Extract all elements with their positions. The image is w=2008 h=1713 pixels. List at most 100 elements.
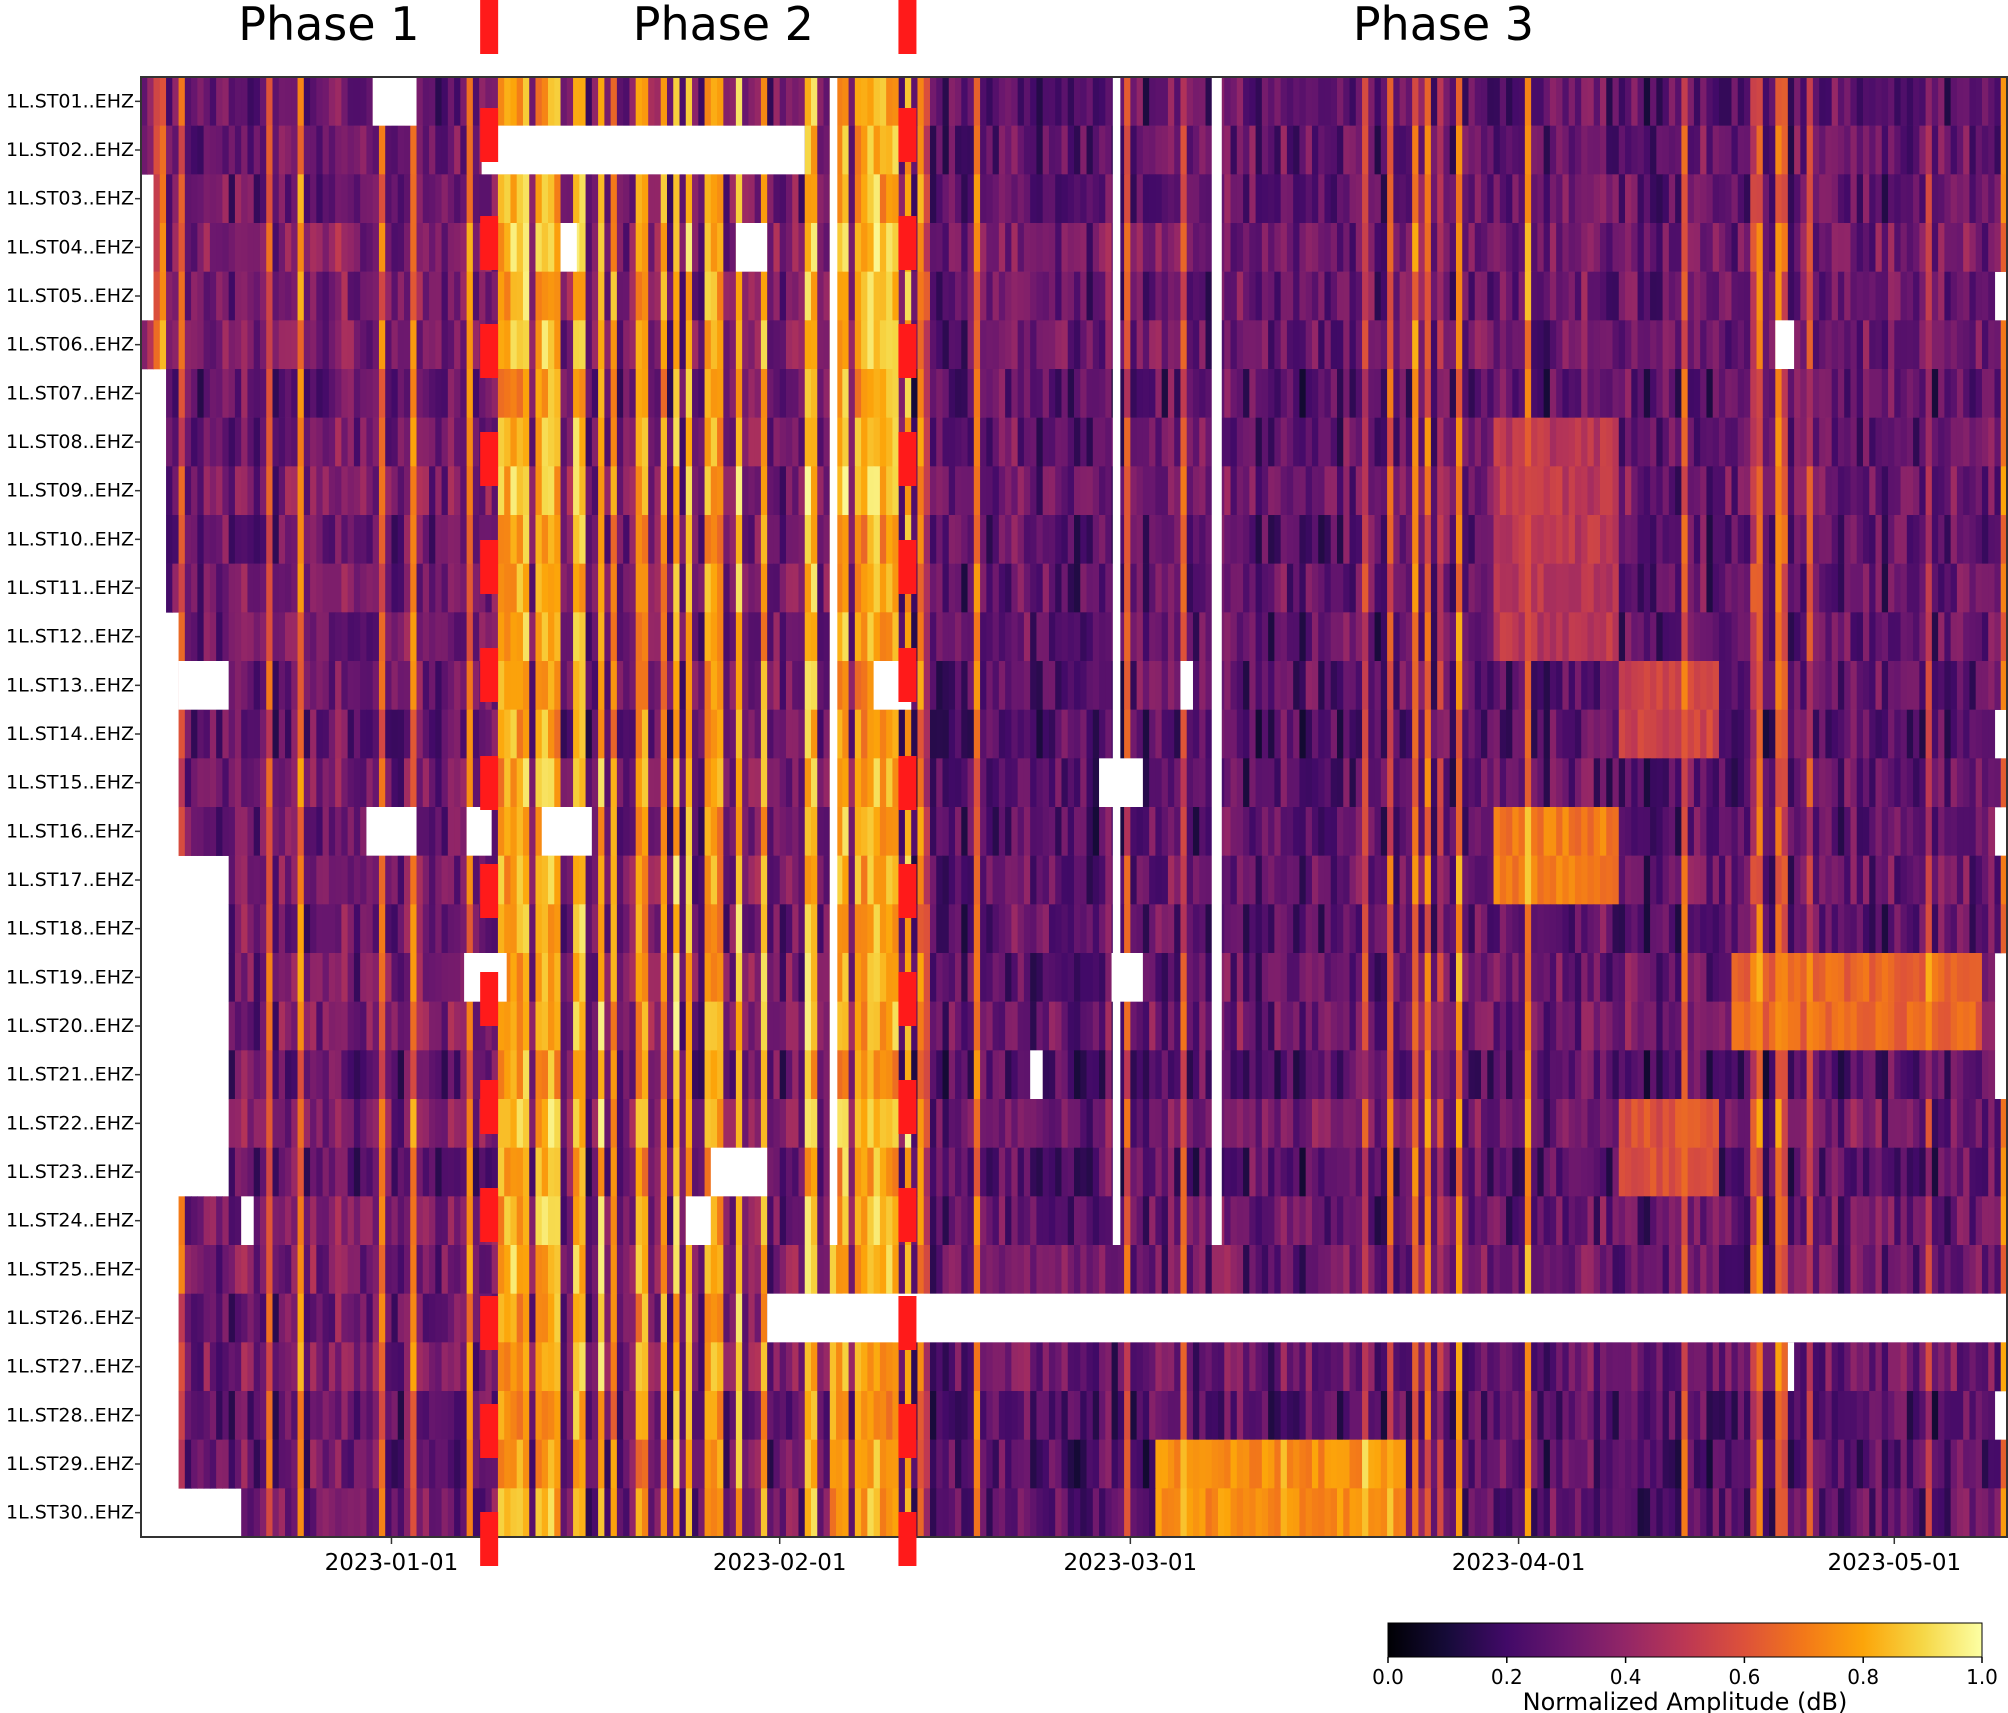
heatmap-cell — [654, 515, 662, 564]
heatmap-cell — [1568, 855, 1576, 905]
heatmap-cell — [1055, 855, 1063, 905]
heatmap-cell — [322, 271, 330, 321]
heatmap-cell — [1975, 661, 1983, 710]
heatmap-cell — [1524, 612, 1532, 662]
heatmap-cell — [616, 271, 624, 321]
heatmap-cell — [723, 563, 731, 613]
heatmap-cell — [867, 466, 875, 516]
heatmap-cell — [291, 661, 299, 710]
heatmap-cell — [1681, 758, 1689, 808]
heatmap-cell — [1330, 125, 1338, 175]
heatmap-cell — [1518, 661, 1526, 710]
heatmap-cell — [1512, 709, 1520, 759]
heatmap-cell — [1969, 271, 1977, 321]
heatmap-cell — [873, 125, 881, 175]
heatmap-cell — [1374, 125, 1382, 175]
heatmap-cell — [704, 77, 712, 126]
heatmap-cell — [1568, 515, 1576, 564]
heatmap-cell — [403, 855, 411, 905]
heatmap-cell — [1418, 77, 1426, 126]
heatmap-cell — [1756, 661, 1764, 710]
heatmap-cell — [1036, 174, 1044, 224]
heatmap-cell — [1042, 807, 1050, 856]
heatmap-cell — [1230, 758, 1238, 808]
heatmap-cell — [892, 77, 900, 126]
heatmap-cell — [360, 466, 368, 516]
heatmap-cell — [1130, 223, 1138, 272]
heatmap-cell — [892, 758, 900, 808]
heatmap-cell — [1318, 661, 1326, 710]
heatmap-cell — [1931, 223, 1939, 272]
heatmap-cell — [1718, 77, 1726, 126]
heatmap-cell — [1130, 271, 1138, 321]
heatmap-cell — [1543, 709, 1551, 759]
heatmap-cell — [1856, 709, 1864, 759]
heatmap-cell — [1543, 223, 1551, 272]
heatmap-cell — [704, 807, 712, 856]
heatmap-cell — [767, 271, 775, 321]
heatmap-cell — [1048, 855, 1056, 905]
heatmap-cell — [1612, 369, 1620, 418]
heatmap-cell — [1092, 417, 1100, 467]
heatmap-cell — [234, 758, 242, 808]
heatmap-cell — [1380, 271, 1388, 321]
heatmap-cell — [1349, 77, 1357, 126]
heatmap-cell — [760, 855, 768, 905]
heatmap-cell — [353, 320, 361, 370]
heatmap-cell — [322, 515, 330, 564]
heatmap-cell — [1393, 369, 1401, 418]
heatmap-cell — [942, 223, 950, 272]
heatmap-cell — [1581, 466, 1589, 516]
heatmap-cell — [285, 661, 292, 710]
heatmap-cell — [904, 466, 912, 516]
heatmap-cell — [873, 709, 881, 759]
heatmap-cell — [1362, 855, 1369, 905]
heatmap-cell — [466, 709, 474, 759]
heatmap-cell — [604, 174, 612, 224]
heatmap-cell — [1274, 77, 1282, 126]
heatmap-cell — [911, 515, 919, 564]
heatmap-cell — [391, 223, 399, 272]
heatmap-cell — [454, 320, 461, 370]
heatmap-cell — [203, 369, 211, 418]
heatmap-cell — [1092, 709, 1100, 759]
heatmap-cell — [1443, 125, 1451, 175]
heatmap-cell — [1518, 77, 1526, 126]
heatmap-cell — [785, 515, 793, 564]
heatmap-cell — [1731, 125, 1739, 175]
heatmap-cell — [1737, 855, 1745, 905]
heatmap-cell — [1481, 223, 1488, 272]
heatmap-cell — [522, 855, 530, 905]
heatmap-cell — [1737, 223, 1745, 272]
heatmap-cell — [328, 612, 336, 662]
heatmap-cell — [998, 563, 1006, 613]
heatmap-cell — [510, 661, 518, 710]
heatmap-cell — [1136, 563, 1144, 613]
heatmap-cell — [735, 417, 743, 467]
heatmap-cell — [1205, 612, 1213, 662]
heatmap-cell — [1593, 563, 1601, 613]
heatmap-cell — [1643, 271, 1651, 321]
heatmap-cell — [573, 466, 580, 516]
heatmap-cell — [1750, 612, 1758, 662]
heatmap-cell — [748, 855, 756, 905]
heatmap-cell — [1036, 223, 1044, 272]
heatmap-cell — [1305, 807, 1313, 856]
heatmap-cell — [1894, 612, 1902, 662]
heatmap-cell — [973, 417, 981, 467]
heatmap-cell — [2000, 223, 2008, 272]
heatmap-cell — [692, 77, 699, 126]
heatmap-cell — [1462, 174, 1470, 224]
heatmap-cell — [692, 466, 699, 516]
heatmap-cell — [798, 369, 806, 418]
heatmap-cell — [1944, 417, 1952, 467]
heatmap-cell — [1418, 320, 1426, 370]
heatmap-cell — [291, 125, 299, 175]
heatmap-cell — [1963, 709, 1971, 759]
heatmap-cell — [1706, 855, 1714, 905]
heatmap-cell — [554, 612, 562, 662]
heatmap-cell — [1336, 807, 1344, 856]
heatmap-cell — [372, 709, 380, 759]
heatmap-cell — [360, 320, 368, 370]
heatmap-cell — [967, 709, 975, 759]
